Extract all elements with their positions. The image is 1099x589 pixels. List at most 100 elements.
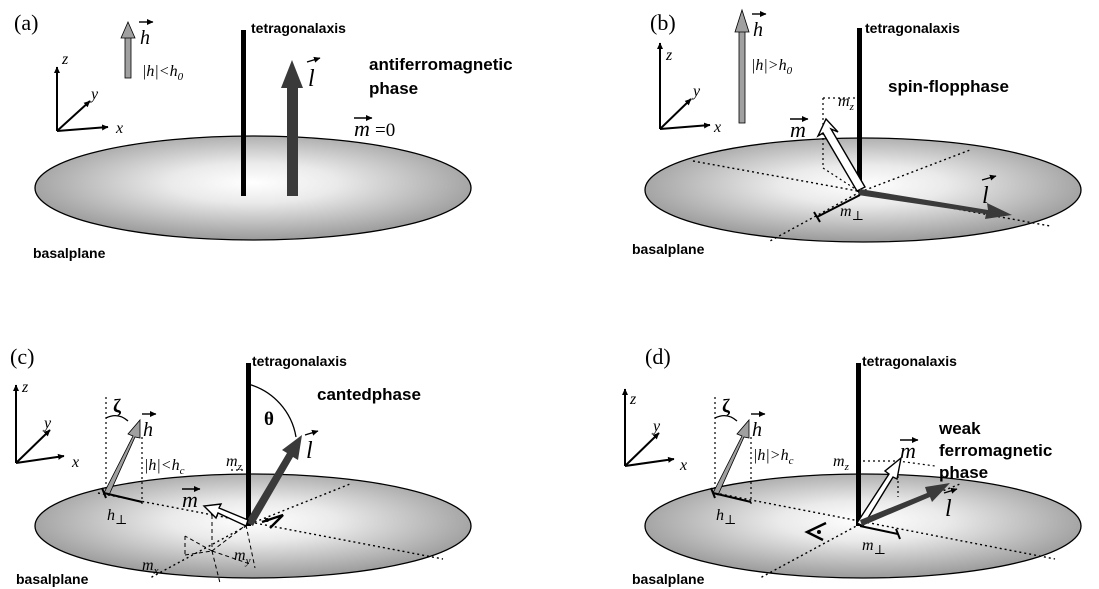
hperp-label: h⊥ bbox=[107, 507, 127, 527]
l-vector-arrow bbox=[860, 483, 950, 526]
vec-l-label: l bbox=[943, 487, 958, 522]
svg-text:l: l bbox=[945, 496, 952, 522]
hperp-bracket bbox=[101, 487, 143, 503]
x-axis-label: x bbox=[115, 120, 123, 137]
phase-name-line1: spin-flopphase bbox=[888, 77, 1009, 96]
tetragonal-axis-label: tetragonalaxis bbox=[865, 20, 960, 36]
vec-h-label: h bbox=[139, 19, 154, 49]
tetragonal-axis-rod bbox=[246, 363, 251, 526]
tetragonal-axis-label: tetragonalaxis bbox=[252, 353, 347, 369]
z-axis-label: z bbox=[629, 391, 637, 408]
m-zero-label: m =0 bbox=[354, 115, 395, 141]
coordinate-axes-icon bbox=[54, 66, 109, 132]
phase-name-line1: antiferromagnetic bbox=[369, 55, 513, 74]
field-condition: |h|>hc bbox=[753, 447, 794, 467]
right-angle-mark bbox=[804, 521, 827, 542]
hperp-label: h⊥ bbox=[716, 507, 736, 527]
basal-plane-label: basalplane bbox=[632, 571, 705, 587]
mz-label: mz bbox=[833, 453, 850, 473]
panel-label: (c) bbox=[10, 344, 34, 369]
mperp-bracket bbox=[859, 525, 901, 540]
y-axis-label: y bbox=[42, 415, 52, 432]
vec-l-label: l bbox=[304, 429, 319, 464]
theta-label: θ bbox=[264, 409, 274, 430]
y-axis-label: y bbox=[651, 418, 661, 435]
svg-text:l: l bbox=[308, 66, 315, 92]
mx-label: mx bbox=[142, 557, 159, 577]
zeta-label: ζ bbox=[113, 396, 122, 417]
svg-text:h: h bbox=[140, 27, 150, 49]
svg-text:m: m bbox=[182, 487, 198, 512]
zeta-angle-arc bbox=[105, 414, 129, 422]
field-condition: |h|<h0 bbox=[142, 63, 184, 83]
vec-h-label: h bbox=[752, 11, 767, 41]
field-h-arrow bbox=[734, 8, 750, 124]
phase-name-line2: ferromagnetic bbox=[939, 441, 1052, 460]
x-axis-label: x bbox=[71, 454, 79, 471]
basal-plane-dotted-axes bbox=[714, 483, 1056, 579]
field-h-arrow bbox=[120, 21, 136, 79]
vec-h-label: h bbox=[751, 411, 766, 441]
svg-text:=0: =0 bbox=[375, 120, 395, 141]
m-vector-arrow bbox=[202, 503, 249, 527]
y-axis-label: y bbox=[89, 86, 99, 103]
zeta-angle-arc bbox=[714, 414, 738, 422]
panel-label: (b) bbox=[650, 10, 676, 35]
my-label: my bbox=[234, 547, 251, 567]
panel-b: z x y h |h|>h0 tetragonalaxis spin-flopp… bbox=[632, 8, 1082, 257]
svg-text:l: l bbox=[306, 438, 313, 464]
svg-text:h: h bbox=[752, 419, 762, 441]
field-condition: |h|>h0 bbox=[751, 57, 793, 77]
y-axis-label: y bbox=[691, 83, 701, 100]
m-projection-lines bbox=[184, 508, 256, 584]
theta-angle-arc bbox=[247, 383, 297, 438]
z-axis-label: z bbox=[61, 51, 69, 68]
vec-l-label: l bbox=[306, 56, 321, 92]
m-vector-arrow bbox=[816, 117, 866, 192]
hperp-bracket bbox=[710, 487, 752, 503]
svg-text:l: l bbox=[982, 183, 989, 209]
z-axis-label: z bbox=[665, 47, 673, 64]
panel-d: z x y ζ h |h|>hc h⊥ tetragonalaxis weak … bbox=[622, 344, 1082, 587]
svg-text:h: h bbox=[143, 419, 153, 441]
vec-m-label: m bbox=[790, 116, 809, 142]
x-axis-label: x bbox=[713, 119, 721, 136]
coordinate-axes-icon bbox=[622, 388, 675, 467]
z-axis-label: z bbox=[21, 379, 29, 396]
tetragonal-axis-rod bbox=[857, 28, 862, 192]
coordinate-axes-icon bbox=[13, 384, 65, 464]
mperp-label: m⊥ bbox=[862, 537, 886, 557]
phase-name-line2: phase bbox=[369, 79, 418, 98]
basal-plane-label: basalplane bbox=[33, 245, 106, 261]
mz-label: mz bbox=[226, 453, 243, 473]
tetragonal-axis-rod bbox=[856, 363, 861, 526]
mperp-bracket bbox=[813, 194, 861, 223]
panel-label: (a) bbox=[14, 10, 38, 35]
mperp-label: m⊥ bbox=[840, 203, 864, 223]
svg-text:m: m bbox=[790, 117, 806, 142]
basal-plane-disk bbox=[34, 135, 472, 241]
phase-name-line3: phase bbox=[939, 463, 988, 482]
right-angle-mark bbox=[261, 513, 284, 529]
vec-h-label: h bbox=[142, 411, 157, 441]
svg-text:m: m bbox=[354, 116, 370, 141]
field-h-arrow bbox=[712, 418, 750, 496]
vec-m-label: m bbox=[900, 437, 919, 463]
l-vector-arrow bbox=[858, 189, 1012, 219]
svg-text:m: m bbox=[900, 438, 916, 463]
tetragonal-axis-label: tetragonalaxis bbox=[862, 353, 957, 369]
basal-plane-label: basalplane bbox=[16, 571, 89, 587]
zeta-label: ζ bbox=[722, 396, 731, 417]
svg-text:h: h bbox=[753, 19, 763, 41]
vec-l-label: l bbox=[981, 174, 997, 209]
phase-name-line1: cantedphase bbox=[317, 385, 421, 404]
tetragonal-axis-label: tetragonalaxis bbox=[251, 20, 346, 36]
l-vector-arrow bbox=[246, 435, 302, 526]
panel-c: z x y ζ h |h|<hc h⊥ tetragonalaxis θ can… bbox=[10, 344, 472, 587]
l-vector-arrow bbox=[281, 60, 303, 196]
mz-label: mz bbox=[838, 93, 855, 113]
x-axis-label: x bbox=[679, 457, 687, 474]
basal-plane-label: basalplane bbox=[632, 241, 705, 257]
coordinate-axes-icon bbox=[657, 42, 711, 130]
